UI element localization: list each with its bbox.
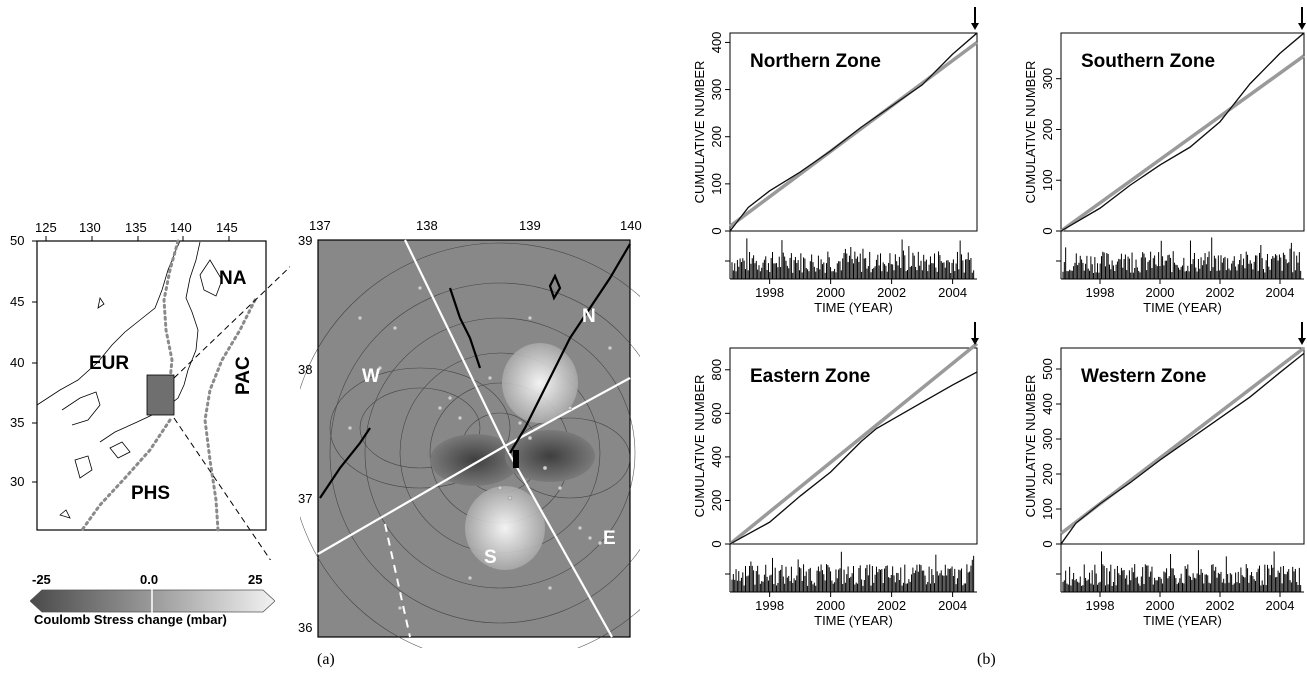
overview-map xyxy=(0,220,319,631)
y-axis-label: CUMULATIVE NUMBER xyxy=(1023,61,1038,204)
colorbar-title: Coulomb Stress change (mbar) xyxy=(34,612,227,627)
y-axis-label: CUMULATIVE NUMBER xyxy=(1023,375,1038,518)
x-tick-label: 2002 xyxy=(877,285,906,300)
x-tick-label: 1998 xyxy=(755,598,784,613)
detail-map-svg xyxy=(289,239,711,664)
y-tick-label: 300 xyxy=(1040,68,1055,90)
y-tick-label: 500 xyxy=(1040,358,1055,380)
plate-label-na: NA xyxy=(219,268,247,289)
arrow-head xyxy=(1298,338,1306,345)
detail-lat-tick-37: 37 xyxy=(298,491,313,506)
arrow-head xyxy=(971,338,979,345)
x-tick-label: 2002 xyxy=(877,598,906,613)
y-tick-label: 100 xyxy=(1040,169,1055,191)
caption-a: (a) xyxy=(317,651,335,668)
x-axis-label: TIME (YEAR) xyxy=(1143,613,1222,628)
y-tick-label: 800 xyxy=(709,359,724,381)
y-tick-label: 200 xyxy=(709,490,724,512)
plate-label-phs: PHS xyxy=(131,483,171,504)
lat-tick-50: 50 xyxy=(10,233,25,248)
model-line xyxy=(728,342,979,546)
y-tick-label: 400 xyxy=(1040,393,1055,415)
zone-label-n: N xyxy=(582,306,596,327)
colorbar-max-label: 25 xyxy=(248,572,263,587)
y-tick-label: 400 xyxy=(709,32,724,54)
colorbar-mid-label: 0.0 xyxy=(140,572,159,587)
arrow-head xyxy=(971,23,979,30)
y-axis-label: CUMULATIVE NUMBER xyxy=(692,61,707,204)
arrow-head xyxy=(1298,23,1306,30)
y-tick-label: 0 xyxy=(1040,227,1055,234)
lon-tick-145: 145 xyxy=(216,220,238,235)
chart-frame xyxy=(1060,32,1305,232)
lat-tick-45: 45 xyxy=(10,294,25,309)
y-tick-label: 100 xyxy=(1040,498,1055,520)
y-tick-label: 0 xyxy=(709,540,724,547)
detail-lat-tick-39: 39 xyxy=(298,233,313,248)
model-line xyxy=(1059,54,1306,233)
y-axis-label: CUMULATIVE NUMBER xyxy=(692,375,707,518)
lon-tick-140: 140 xyxy=(170,220,192,235)
y-tick-label: 200 xyxy=(709,126,724,148)
x-tick-label: 1998 xyxy=(1086,598,1115,613)
y-tick-label: 300 xyxy=(709,79,724,101)
zone-label-s: S xyxy=(484,547,497,568)
plate-label-eur: EUR xyxy=(89,353,130,374)
detail-lon-tick-138: 138 xyxy=(416,218,438,233)
x-tick-label: 1998 xyxy=(755,285,784,300)
y-tick-label: 0 xyxy=(1040,540,1055,547)
detail-lat-tick-36: 36 xyxy=(298,620,313,635)
lon-tick-135: 135 xyxy=(125,220,147,235)
x-axis-label: TIME (YEAR) xyxy=(814,300,893,315)
y-tick-label: 300 xyxy=(1040,428,1055,450)
detail-lon-tick-137: 137 xyxy=(309,218,331,233)
detail-lon-tick-140: 140 xyxy=(620,218,642,233)
zone-label-e: E xyxy=(603,528,616,549)
chart-frame xyxy=(729,32,978,232)
detail-map xyxy=(289,228,711,664)
x-tick-label: 2004 xyxy=(938,285,967,300)
detail-lon-tick-139: 139 xyxy=(519,218,541,233)
x-tick-label: 1998 xyxy=(1086,285,1115,300)
model-line xyxy=(728,40,979,228)
x-tick-label: 2004 xyxy=(1266,285,1295,300)
lat-tick-35: 35 xyxy=(10,415,25,430)
x-tick-label: 2000 xyxy=(1146,598,1175,613)
y-tick-label: 100 xyxy=(709,173,724,195)
x-tick-label: 2004 xyxy=(1266,598,1295,613)
overview-map-svg xyxy=(32,236,319,631)
zone-label-w: W xyxy=(362,366,380,387)
lon-tick-130: 130 xyxy=(79,220,101,235)
y-tick-label: 0 xyxy=(709,227,724,234)
chart-title: Western Zone xyxy=(1081,366,1206,387)
observed-line-top xyxy=(729,371,978,545)
y-tick-label: 200 xyxy=(1040,119,1055,141)
chart-title: Northern Zone xyxy=(750,51,881,72)
lat-tick-40: 40 xyxy=(10,355,25,370)
x-tick-label: 2004 xyxy=(938,598,967,613)
x-axis-label: TIME (YEAR) xyxy=(814,613,893,628)
lat-tick-30: 30 xyxy=(10,474,25,489)
detail-lat-tick-38: 38 xyxy=(298,362,313,377)
observed-line-top xyxy=(729,32,978,232)
lon-tick-125: 125 xyxy=(35,220,57,235)
observed-line-top xyxy=(1060,352,1305,545)
chart-title: Southern Zone xyxy=(1081,51,1215,72)
x-tick-label: 2002 xyxy=(1206,598,1235,613)
colorbar-min-label: -25 xyxy=(32,572,51,587)
x-tick-label: 2000 xyxy=(1146,285,1175,300)
x-tick-label: 2000 xyxy=(816,598,845,613)
caption-b: (b) xyxy=(977,651,996,668)
y-tick-label: 600 xyxy=(709,402,724,424)
observed-line-top xyxy=(1060,32,1305,232)
y-tick-label: 400 xyxy=(709,446,724,468)
x-tick-label: 2002 xyxy=(1206,285,1235,300)
plate-label-pac: PAC xyxy=(233,356,254,395)
x-axis-label: TIME (YEAR) xyxy=(1143,300,1222,315)
y-tick-label: 200 xyxy=(1040,463,1055,485)
x-tick-label: 2000 xyxy=(816,285,845,300)
chart-title: Eastern Zone xyxy=(750,366,870,387)
